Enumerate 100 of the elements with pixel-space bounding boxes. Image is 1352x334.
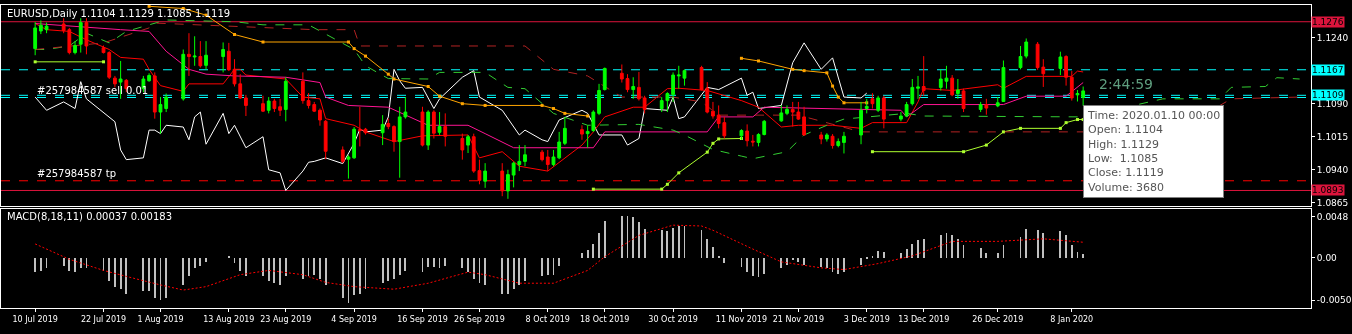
- bar: [900, 252, 902, 258]
- bar: [723, 257, 725, 263]
- point: [586, 114, 590, 118]
- x-tick-label: 3 Dec 2019: [843, 314, 890, 324]
- bar: [826, 257, 828, 268]
- candlestick: [750, 134, 755, 147]
- y-tick-label: -0.0050: [1316, 295, 1352, 306]
- candlestick: [1058, 51, 1063, 76]
- candlestick: [221, 41, 226, 73]
- candlestick: [904, 101, 909, 118]
- bar: [507, 257, 509, 294]
- candlestick: [1069, 70, 1074, 102]
- candlestick: [466, 134, 470, 154]
- bar: [273, 257, 275, 283]
- bar: [547, 257, 549, 275]
- point: [842, 101, 846, 105]
- candlestick: [597, 83, 601, 116]
- candlestick: [671, 71, 675, 103]
- candlestick: [642, 95, 647, 114]
- bar: [194, 257, 196, 268]
- candlestick: [870, 92, 875, 110]
- bar: [199, 257, 201, 266]
- x-tick-label: 30 Oct 2019: [648, 314, 698, 324]
- bar: [917, 239, 919, 258]
- y-tick-label: 1.1090: [1316, 98, 1349, 109]
- bar: [786, 257, 788, 265]
- bar: [843, 257, 845, 272]
- bar: [205, 257, 207, 262]
- candlestick: [995, 96, 1000, 108]
- candlestick: [272, 98, 277, 113]
- candlestick: [523, 144, 527, 167]
- candlestick: [876, 95, 881, 113]
- bar: [1059, 230, 1061, 258]
- bar: [444, 257, 446, 266]
- bar: [501, 257, 503, 294]
- bar: [985, 252, 987, 258]
- candlestick: [950, 74, 955, 97]
- point: [1019, 126, 1023, 130]
- bar: [820, 257, 822, 267]
- bar: [74, 257, 76, 272]
- point: [233, 33, 237, 37]
- x-tick-label: 4 Sep 2019: [331, 314, 377, 324]
- bar: [319, 257, 321, 279]
- candlestick: [785, 104, 789, 116]
- y-tick-label: 0.00: [1316, 252, 1338, 263]
- bar: [467, 257, 469, 272]
- point: [426, 85, 430, 88]
- line-series: [34, 23, 1084, 149]
- bar: [1042, 232, 1044, 258]
- bar: [980, 247, 982, 258]
- candlestick: [426, 109, 431, 151]
- candlestick: [300, 71, 305, 105]
- chart-title: MACD(8,18,11) 0.00037 0.00183: [7, 211, 173, 222]
- chart-title: EURUSD,Daily 1.1104 1.1129 1.1085 1.1119: [7, 8, 231, 19]
- bar: [387, 257, 389, 281]
- candlestick: [261, 95, 265, 113]
- candlestick: [152, 71, 157, 120]
- point: [346, 40, 350, 44]
- candlestick: [437, 111, 442, 136]
- bar: [313, 257, 315, 275]
- candlestick: [842, 131, 846, 154]
- candlestick: [346, 154, 351, 180]
- bar: [678, 225, 680, 258]
- x-tick-label: 11 Nov 2019: [715, 314, 768, 324]
- candlestick: [73, 40, 77, 55]
- point: [711, 141, 715, 145]
- point: [261, 40, 265, 44]
- bar: [1071, 244, 1073, 258]
- candlestick: [33, 21, 38, 56]
- ref-line-label: 1.0893: [1312, 185, 1344, 195]
- candlestick: [318, 108, 322, 127]
- bar: [666, 230, 668, 258]
- bar: [154, 257, 156, 298]
- bar: [718, 255, 720, 258]
- point: [147, 5, 151, 8]
- x-tick-label: 8 Jan 2020: [1050, 314, 1094, 324]
- bar: [860, 257, 862, 265]
- bar: [279, 257, 281, 285]
- point: [438, 94, 442, 98]
- point: [352, 47, 356, 51]
- candlestick: [711, 101, 715, 120]
- candlestick: [44, 22, 49, 34]
- point: [836, 95, 840, 99]
- point: [962, 150, 966, 154]
- candlestick: [637, 71, 641, 102]
- bar: [1065, 234, 1067, 258]
- bar: [752, 257, 754, 276]
- candlestick: [113, 75, 117, 88]
- point: [802, 69, 806, 73]
- candlestick: [386, 118, 391, 130]
- candlestick: [460, 133, 465, 161]
- candlestick: [961, 88, 966, 113]
- candlestick: [1064, 54, 1068, 87]
- candlestick: [78, 17, 83, 54]
- candlestick: [431, 109, 436, 139]
- point: [364, 54, 368, 58]
- candlestick: [824, 132, 829, 143]
- candlestick: [745, 123, 750, 147]
- ref-line-label: 1.1276: [1312, 17, 1344, 27]
- bar: [125, 257, 127, 294]
